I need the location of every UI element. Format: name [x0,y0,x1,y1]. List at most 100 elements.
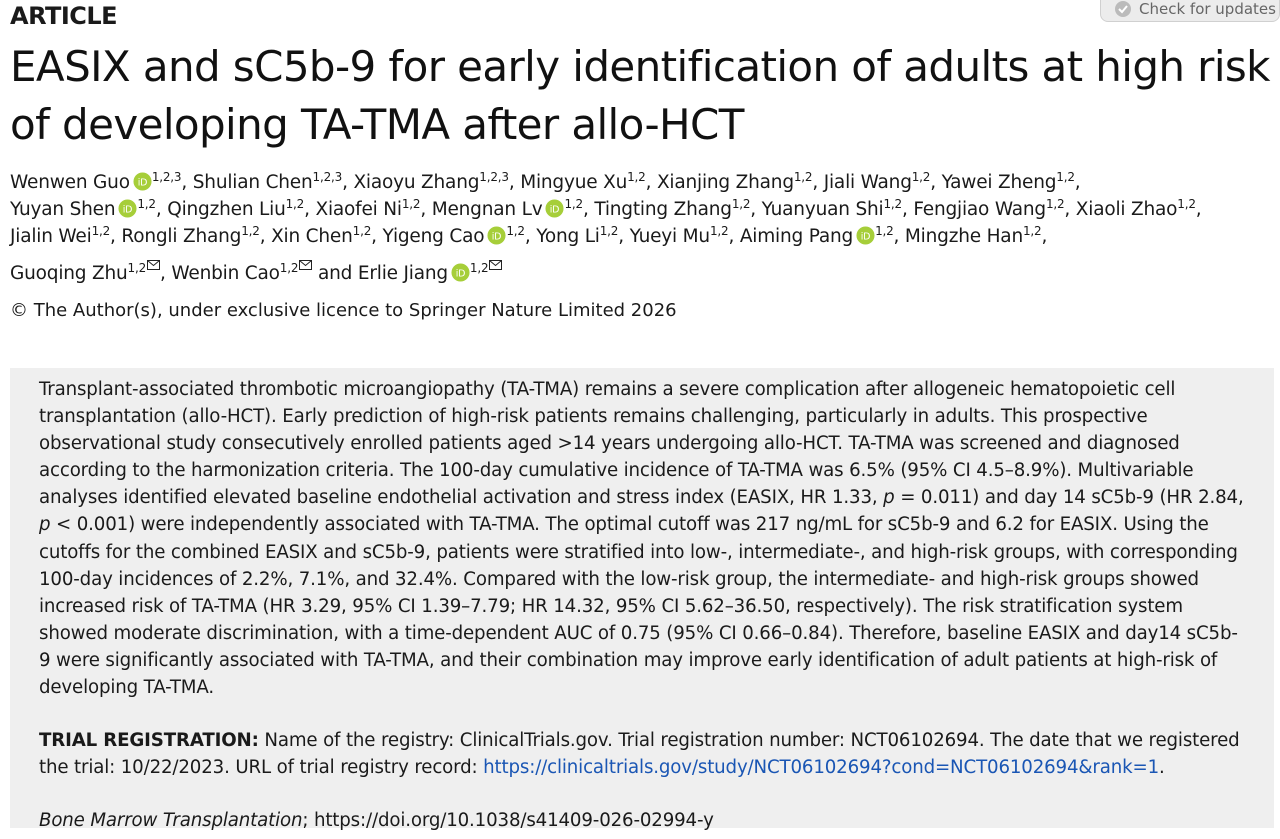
affiliation: 1,2 [137,197,156,212]
separator: , [930,172,942,193]
check-updates-text: Check for updates [1139,0,1276,18]
affiliation: 1,2 [506,224,525,239]
author-name[interactable]: Mengnan Lv [431,199,543,221]
author-name[interactable]: Yawei Zheng [941,172,1057,193]
abstract-run: Transplant-associated thrombotic microan… [39,379,1194,509]
separator: , [181,172,193,193]
affiliation: 1,2,3 [479,170,509,184]
email-icon[interactable] [489,251,503,270]
affiliation: 1,2 [401,197,421,212]
separator: , [645,172,657,193]
author-name[interactable]: Yuanyuan Shi [761,199,884,221]
trial-registration: TRIAL REGISTRATION: Name of the registry… [39,727,1246,781]
author-name[interactable]: Yueyi Mu [629,226,711,248]
author-name[interactable]: Jialin Wei [10,226,92,248]
affiliation: 1,2 [599,224,619,239]
author-name[interactable]: Wenwen Guo [10,172,130,193]
svg-text:iD: iD [123,205,133,216]
affiliation: 1,2 [911,170,931,184]
affiliation: 1,2 [279,260,299,275]
orcid-icon[interactable]: iD [856,226,875,245]
author-name[interactable]: Mingzhe Han [904,226,1023,248]
affiliation: 1,2 [731,197,751,212]
affiliation: 1,2 [1022,224,1042,239]
abstract-run: p [883,487,895,509]
affiliation: 1,2,3 [312,170,343,184]
separator: , [728,226,740,248]
separator: , [582,199,595,221]
author-name[interactable]: Xianjing Zhang [656,172,794,193]
abstract-run: p [39,514,51,536]
abstract-run: = 0.011) and day 14 sC5b-9 (HR 2.84, [894,487,1244,509]
orcid-icon[interactable]: iD [118,199,137,218]
affiliation: 1,2,3 [151,170,182,184]
orcid-icon[interactable]: iD [451,263,470,282]
author-name[interactable]: Aiming Pang [739,226,854,248]
separator: , [420,199,432,221]
separator: and [312,262,358,284]
author-name[interactable]: Tingting Zhang [594,199,732,221]
author-name[interactable]: Xiaofei Ni [315,199,402,221]
affiliation: 1,2 [241,224,260,239]
author-name[interactable]: Erlie Jiang [357,262,448,284]
separator: , [259,226,272,248]
author-name[interactable]: Rongli Zhang [121,226,242,248]
orcid-icon[interactable]: iD [133,172,152,191]
email-icon[interactable] [147,251,161,270]
author-name[interactable]: Guoqing Zhu [10,262,128,284]
separator: , [618,226,630,248]
affiliation: 1,2 [91,224,111,239]
author-name[interactable]: Xiaoyu Zhang [353,172,480,193]
orcid-icon[interactable]: iD [545,199,564,218]
author-name[interactable]: Yong Li [536,226,600,248]
separator: , [110,226,122,248]
abstract: Transplant-associated thrombotic microan… [39,376,1246,701]
separator: , [901,199,914,221]
author-name[interactable]: Wenbin Cao [171,262,280,284]
trial-text: Name of the registry: ClinicalTrials.gov… [39,730,1240,779]
separator: , [893,226,905,248]
separator: , [508,172,521,193]
affiliation: 1,2 [793,170,813,184]
separator: , [524,226,537,248]
author-name[interactable]: Xin Chen [271,226,353,248]
orcid-icon[interactable]: iD [487,226,506,245]
affiliation: 1,2 [1045,197,1065,212]
author-name[interactable]: Jiali Wang [823,172,912,193]
separator: , [342,172,354,193]
affiliation: 1,2 [127,260,147,275]
affiliation: 1,2 [709,224,729,239]
separator: , [1064,199,1076,221]
author-name[interactable]: Fengjiao Wang [913,199,1046,221]
author-name[interactable]: Shulian Chen [192,172,313,193]
affiliation: 1,2 [627,170,646,184]
article-title: EASIX and sC5b-9 for early identificatio… [10,42,1270,149]
author-name[interactable]: Xiaoli Zhao [1075,199,1178,221]
journal-name: Bone Marrow Transplantation [39,810,303,832]
svg-text:iD: iD [492,232,502,243]
article-label: ARTICLE [10,2,118,30]
separator: , [160,262,172,284]
separator: , [1195,199,1202,221]
author-name[interactable]: Mingyue Xu [520,172,628,193]
affiliation: 1,2 [1056,170,1075,184]
author-name[interactable]: Yuyan Shen [10,199,116,221]
separator: , [812,172,824,193]
separator: , [155,199,168,221]
svg-text:iD: iD [550,205,560,216]
separator: , [750,199,762,221]
affiliation: 1,2 [883,197,902,212]
trial-link[interactable]: https://clinicaltrials.gov/study/NCT0610… [483,757,1160,779]
email-icon[interactable] [299,251,313,270]
copyright: © The Author(s), under exclusive licence… [10,300,677,321]
affiliation: 1,2 [1177,197,1196,212]
doi: ; https://doi.org/10.1038/s41409-026-029… [302,810,714,832]
separator: , [304,199,316,221]
separator: , [1074,172,1081,193]
author-name[interactable]: Yigeng Cao [382,226,485,248]
svg-text:iD: iD [138,177,148,188]
author-name[interactable]: Qingzhen Liu [167,199,286,221]
check-updates-button[interactable]: Check for updates [1100,0,1280,22]
affiliation: 1,2 [875,224,894,239]
